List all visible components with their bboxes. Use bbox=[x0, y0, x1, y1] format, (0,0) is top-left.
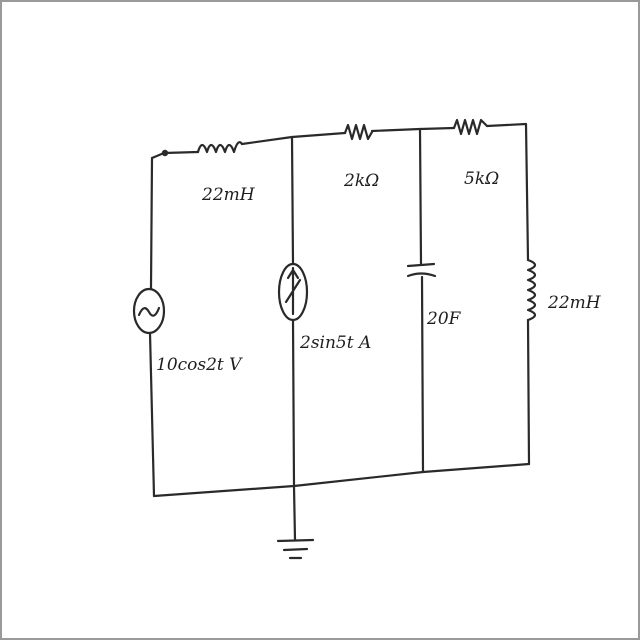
wire-right-lower bbox=[526, 318, 531, 466]
wire-cap-lower bbox=[420, 275, 425, 474]
wire-ground-lead bbox=[292, 484, 297, 542]
capacitor-label: 20F bbox=[426, 309, 462, 329]
resistor-2k-label: 2kΩ bbox=[343, 171, 379, 191]
wire-mid-upper bbox=[290, 135, 295, 266]
wire-bottom-rail bbox=[152, 462, 531, 498]
inductor-icon bbox=[526, 258, 537, 322]
wire-left-upper bbox=[149, 156, 154, 290]
wire-mid-lower bbox=[291, 318, 296, 488]
resistor-icon bbox=[452, 118, 489, 136]
current-source-icon bbox=[277, 262, 309, 322]
wire-top-node bbox=[370, 126, 456, 133]
wire-cap-upper bbox=[418, 127, 423, 266]
resistor-5k-label: 5kΩ bbox=[464, 169, 499, 189]
wire-top-left bbox=[150, 150, 200, 160]
capacitor-icon bbox=[406, 262, 437, 278]
wire-top-mid bbox=[240, 131, 347, 146]
wire-left-lower bbox=[148, 331, 156, 498]
inductor-icon bbox=[196, 141, 244, 154]
wire-top-right bbox=[485, 122, 530, 262]
inductor-shunt-label: 22mH bbox=[547, 293, 602, 313]
voltage-source-label: 10cos2t V bbox=[156, 355, 243, 375]
ground-icon bbox=[276, 538, 315, 560]
junction-dot bbox=[161, 149, 169, 157]
ac-voltage-source-icon bbox=[132, 287, 166, 335]
current-source-label: 2sin5t A bbox=[299, 333, 371, 353]
inductor-series-label: 22mH bbox=[201, 185, 256, 205]
resistor-icon bbox=[343, 123, 374, 141]
